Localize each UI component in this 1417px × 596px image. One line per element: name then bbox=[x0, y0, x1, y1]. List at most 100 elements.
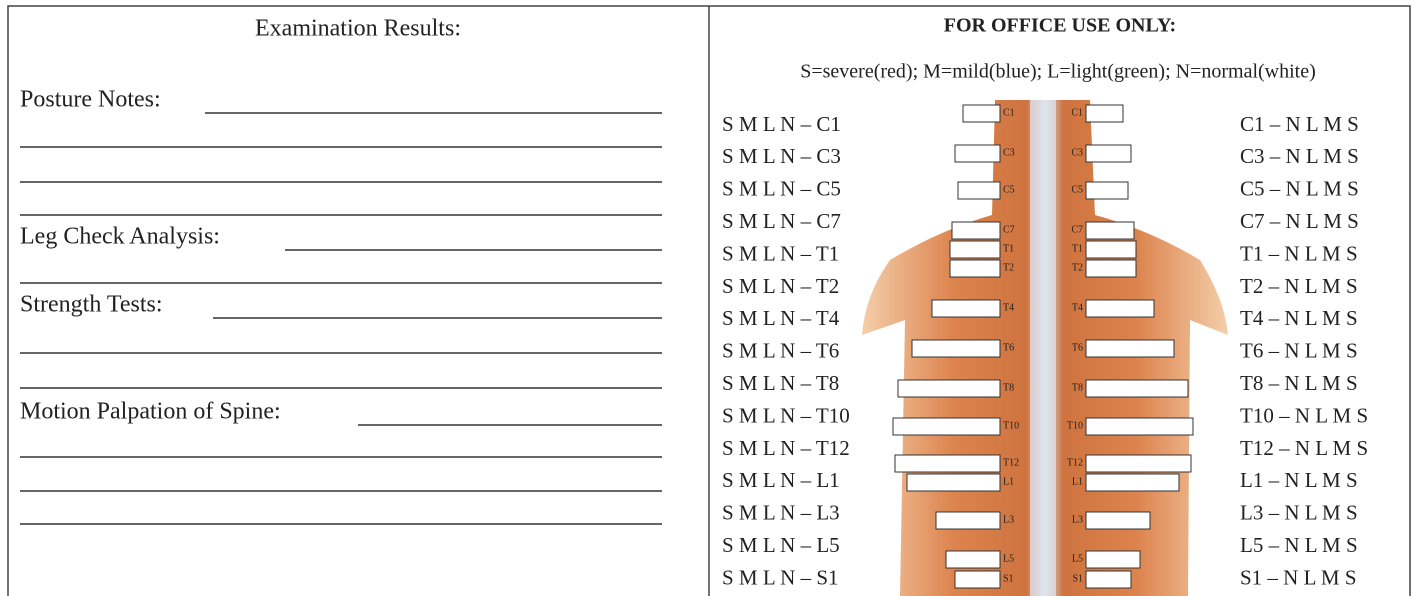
level-row-right: T2 – N L M S bbox=[1240, 274, 1358, 298]
level-box bbox=[955, 145, 1000, 162]
level-label: T12 bbox=[1067, 457, 1083, 468]
level-label: L1 bbox=[1003, 476, 1014, 487]
level-row-right: S1 – N L M S bbox=[1240, 565, 1357, 589]
left-title: Examination Results: bbox=[255, 16, 461, 42]
level-label: T10 bbox=[1003, 420, 1019, 431]
level-box bbox=[1086, 222, 1134, 239]
level-label: L3 bbox=[1003, 514, 1014, 525]
level-row-left: S M L N – T1 bbox=[722, 241, 839, 265]
office-title: FOR OFFICE USE ONLY: bbox=[944, 15, 1176, 37]
level-box bbox=[1086, 182, 1128, 199]
level-row-right: T1 – N L M S bbox=[1240, 241, 1358, 265]
level-box bbox=[893, 418, 1000, 435]
level-label: C7 bbox=[1071, 224, 1083, 235]
level-box bbox=[1086, 455, 1191, 472]
level-label: T4 bbox=[1003, 302, 1014, 313]
level-row-right: T8 – N L M S bbox=[1240, 371, 1358, 395]
level-label: T1 bbox=[1003, 243, 1014, 254]
level-row-right: T10 – N L M S bbox=[1240, 403, 1368, 427]
level-label: T6 bbox=[1003, 342, 1014, 353]
level-box bbox=[1086, 418, 1193, 435]
form: Examination Results: Posture Notes: Leg … bbox=[0, 0, 1417, 596]
level-row-right: T4 – N L M S bbox=[1240, 306, 1358, 330]
level-box bbox=[1086, 571, 1131, 588]
level-label: T12 bbox=[1003, 457, 1019, 468]
level-box bbox=[950, 241, 1000, 258]
level-label: C3 bbox=[1071, 147, 1083, 158]
level-row-left: S M L N – C1 bbox=[722, 112, 841, 136]
level-row-right: T12 – N L M S bbox=[1240, 436, 1368, 460]
level-label: C5 bbox=[1071, 184, 1083, 195]
level-row-right: C3 – N L M S bbox=[1240, 144, 1359, 168]
level-box bbox=[958, 182, 1000, 199]
level-box bbox=[950, 260, 1000, 277]
level-box bbox=[1086, 300, 1154, 317]
level-row-right: L3 – N L M S bbox=[1240, 501, 1358, 525]
level-row-right: C1 – N L M S bbox=[1240, 112, 1359, 136]
level-row-left: S M L N – T8 bbox=[722, 371, 839, 395]
field-label: Leg Check Analysis: bbox=[20, 224, 220, 250]
level-row-left: S M L N – T2 bbox=[722, 274, 839, 298]
level-box bbox=[1086, 145, 1131, 162]
level-row-left: S M L N – T10 bbox=[722, 403, 850, 427]
level-label: C3 bbox=[1003, 147, 1015, 158]
level-row-left: S M L N – T6 bbox=[722, 339, 839, 363]
level-label: C1 bbox=[1003, 107, 1015, 118]
level-label: S1 bbox=[1072, 573, 1083, 584]
level-box bbox=[1086, 551, 1140, 568]
level-box bbox=[963, 105, 1000, 122]
level-box bbox=[907, 474, 1000, 491]
level-label: L5 bbox=[1072, 553, 1083, 564]
legend: S=severe(red); M=mild(blue); L=light(gre… bbox=[800, 61, 1316, 83]
level-box bbox=[1086, 260, 1136, 277]
level-label: S1 bbox=[1003, 573, 1014, 584]
level-box bbox=[1086, 380, 1188, 397]
level-row-left: S M L N – C5 bbox=[722, 177, 841, 201]
level-label: C1 bbox=[1071, 107, 1083, 118]
level-label: T4 bbox=[1072, 302, 1083, 313]
level-row-right: C7 – N L M S bbox=[1240, 209, 1359, 233]
level-box bbox=[1086, 474, 1179, 491]
field-label: Motion Palpation of Spine: bbox=[20, 399, 281, 425]
level-label: L5 bbox=[1003, 553, 1014, 564]
spine bbox=[1030, 100, 1056, 596]
level-box bbox=[936, 512, 1000, 529]
level-box bbox=[1086, 340, 1174, 357]
write-lines bbox=[20, 113, 662, 524]
level-row-left: S M L N – L3 bbox=[722, 501, 840, 525]
level-box bbox=[895, 455, 1000, 472]
level-box bbox=[912, 340, 1000, 357]
level-box bbox=[898, 380, 1000, 397]
level-label: L1 bbox=[1072, 476, 1083, 487]
level-row-left: S M L N – C3 bbox=[722, 144, 841, 168]
level-label: T8 bbox=[1072, 382, 1083, 393]
level-row-left: S M L N – L1 bbox=[722, 468, 840, 492]
level-row-left: S M L N – S1 bbox=[722, 565, 839, 589]
level-row-left: S M L N – C7 bbox=[722, 209, 841, 233]
level-row-right: T6 – N L M S bbox=[1240, 339, 1358, 363]
level-box bbox=[932, 300, 1000, 317]
level-row-left: S M L N – L5 bbox=[722, 533, 840, 557]
level-label: T2 bbox=[1003, 262, 1014, 273]
field-label: Strength Tests: bbox=[20, 292, 163, 318]
level-box bbox=[1086, 512, 1150, 529]
level-label: C7 bbox=[1003, 224, 1015, 235]
level-label: T1 bbox=[1072, 243, 1083, 254]
level-row-right: C5 – N L M S bbox=[1240, 177, 1359, 201]
level-label: T2 bbox=[1072, 262, 1083, 273]
level-label: T8 bbox=[1003, 382, 1014, 393]
level-box bbox=[1086, 105, 1123, 122]
level-row-left: S M L N – T12 bbox=[722, 436, 850, 460]
level-row-right: L5 – N L M S bbox=[1240, 533, 1358, 557]
level-label: L3 bbox=[1072, 514, 1083, 525]
level-label: T10 bbox=[1067, 420, 1083, 431]
level-label: T6 bbox=[1072, 342, 1083, 353]
level-box bbox=[1086, 241, 1136, 258]
level-row-left: S M L N – T4 bbox=[722, 306, 840, 330]
level-box bbox=[952, 222, 1000, 239]
level-box bbox=[955, 571, 1000, 588]
level-box bbox=[946, 551, 1000, 568]
level-row-right: L1 – N L M S bbox=[1240, 468, 1358, 492]
field-label: Posture Notes: bbox=[20, 87, 161, 113]
level-label: C5 bbox=[1003, 184, 1015, 195]
